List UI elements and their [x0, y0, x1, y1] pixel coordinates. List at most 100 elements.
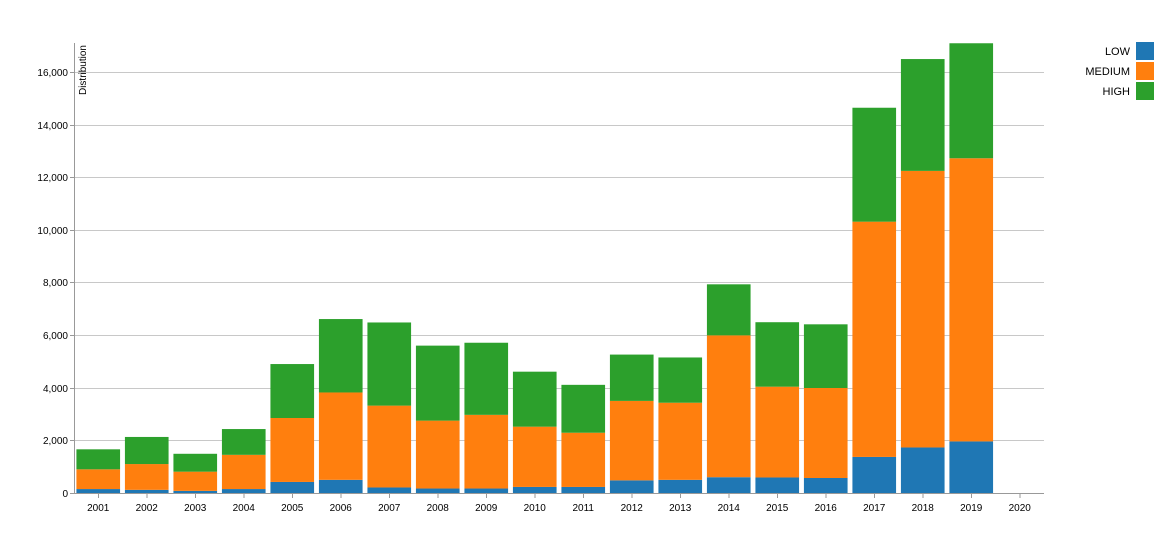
- bar-segment-medium-2009: [464, 414, 509, 489]
- y-tick-label: 12,000: [37, 173, 68, 184]
- bar-segment-medium-2003: [173, 471, 218, 491]
- x-tick-label: 2001: [87, 503, 110, 514]
- x-tick-label: 2020: [1009, 503, 1032, 514]
- bar-segment-high-2017: [852, 107, 897, 222]
- bar-segment-medium-2013: [658, 402, 703, 480]
- bar-segment-medium-2007: [367, 405, 412, 488]
- bar-segment-low-2018: [900, 447, 945, 493]
- x-tick-label: 2015: [766, 503, 789, 514]
- x-tick-label: 2002: [136, 503, 159, 514]
- y-tick-label: 6,000: [43, 331, 68, 342]
- bar-segment-low-2005: [270, 481, 315, 493]
- bar-segment-low-2019: [949, 441, 994, 493]
- x-tick-label: 2006: [330, 503, 353, 514]
- bar-segment-medium-2016: [803, 388, 848, 478]
- x-tick-label: 2013: [669, 503, 692, 514]
- x-tick-label: 2008: [427, 503, 450, 514]
- bar-segment-medium-2008: [415, 420, 460, 489]
- y-tick-label: 8,000: [43, 278, 68, 289]
- bar-segment-high-2010: [512, 371, 557, 427]
- x-tick-label: 2011: [572, 503, 594, 514]
- legend-label-high: HIGH: [1103, 86, 1131, 98]
- bar-segment-low-2002: [124, 489, 169, 493]
- bar-segment-low-2016: [803, 478, 848, 493]
- bar-segment-high-2004: [221, 429, 266, 455]
- bar-segment-low-2001: [76, 489, 121, 493]
- bar-segment-medium-2018: [900, 170, 945, 448]
- bar-segment-medium-2010: [512, 426, 557, 487]
- bar-segment-high-2007: [367, 322, 412, 406]
- bars: [76, 43, 994, 493]
- y-axis-title: Distribution: [78, 45, 89, 95]
- y-tick-label: 4,000: [43, 384, 68, 395]
- bar-segment-high-2014: [706, 284, 751, 336]
- bar-segment-low-2012: [609, 480, 654, 493]
- legend-swatch-low: [1136, 42, 1154, 60]
- bar-segment-medium-2004: [221, 454, 266, 490]
- y-axis-ticks: 0 2,000 4,000 6,000 8,000 10,000 12,000 14,000 1…: [37, 68, 74, 500]
- bar-segment-high-2001: [76, 449, 121, 470]
- x-tick-label: 2012: [621, 503, 644, 514]
- bar-segment-medium-2011: [561, 432, 606, 487]
- bar-segment-medium-2015: [755, 386, 800, 478]
- bar-segment-low-2006: [318, 479, 363, 493]
- legend-swatch-medium: [1136, 62, 1154, 80]
- bar-segment-high-2016: [803, 324, 848, 388]
- bar-segment-low-2015: [755, 477, 800, 493]
- bar-segment-low-2008: [415, 488, 460, 493]
- bar-segment-high-2019: [949, 43, 994, 159]
- axes: [74, 43, 1044, 494]
- y-tick-label: 2,000: [43, 436, 68, 447]
- bar-segment-high-2006: [318, 319, 363, 393]
- bar-segment-high-2013: [658, 357, 703, 403]
- bar-segment-medium-2017: [852, 221, 897, 457]
- bar-segment-high-2008: [415, 345, 460, 421]
- bar-segment-low-2007: [367, 487, 412, 493]
- bar-segment-low-2017: [852, 456, 897, 493]
- bar-segment-medium-2012: [609, 400, 654, 481]
- bar-segment-medium-2001: [76, 469, 121, 490]
- bar-segment-low-2009: [464, 488, 509, 493]
- bar-segment-high-2012: [609, 354, 654, 401]
- bar-segment-high-2002: [124, 436, 169, 465]
- bar-segment-medium-2006: [318, 392, 363, 480]
- bar-segment-high-2003: [173, 453, 218, 472]
- y-tick-label: 0: [62, 489, 68, 500]
- y-tick-label: 16,000: [37, 68, 68, 79]
- bar-segment-medium-2019: [949, 158, 994, 442]
- bar-segment-low-2011: [561, 486, 606, 493]
- x-tick-label: 2017: [863, 503, 886, 514]
- bar-segment-medium-2002: [124, 464, 169, 490]
- bar-segment-high-2005: [270, 364, 315, 418]
- x-tick-label: 2009: [475, 503, 498, 514]
- bar-segment-high-2018: [900, 59, 945, 171]
- x-axis-ticks: 2001 2002 2003 2004 2005 2006 2007 2008 2009 2010…: [87, 493, 1031, 514]
- x-tick-label: 2014: [718, 503, 741, 514]
- x-tick-label: 2019: [960, 503, 983, 514]
- legend-swatch-high: [1136, 82, 1154, 100]
- x-tick-label: 2003: [184, 503, 207, 514]
- x-tick-label: 2007: [378, 503, 401, 514]
- bar-segment-low-2003: [173, 490, 218, 493]
- grid-lines: [74, 72, 1044, 441]
- x-tick-label: 2005: [281, 503, 304, 514]
- x-tick-label: 2016: [815, 503, 838, 514]
- y-tick-label: 10,000: [37, 226, 68, 237]
- bar-segment-low-2010: [512, 486, 557, 493]
- bar-segment-low-2004: [221, 489, 266, 493]
- bar-segment-high-2009: [464, 342, 509, 415]
- legend-label-low: LOW: [1105, 46, 1131, 58]
- bar-segment-high-2011: [561, 384, 606, 433]
- x-tick-label: 2010: [524, 503, 547, 514]
- bar-segment-low-2014: [706, 477, 751, 493]
- bar-segment-medium-2005: [270, 418, 315, 482]
- bar-segment-low-2013: [658, 479, 703, 493]
- legend-label-medium: MEDIUM: [1085, 66, 1130, 78]
- x-tick-label: 2018: [912, 503, 935, 514]
- bar-segment-medium-2014: [706, 335, 751, 478]
- bar-segment-high-2015: [755, 322, 800, 387]
- x-tick-label: 2004: [233, 503, 256, 514]
- legend: LOW MEDIUM HIGH: [1085, 42, 1154, 100]
- y-tick-label: 14,000: [37, 121, 68, 132]
